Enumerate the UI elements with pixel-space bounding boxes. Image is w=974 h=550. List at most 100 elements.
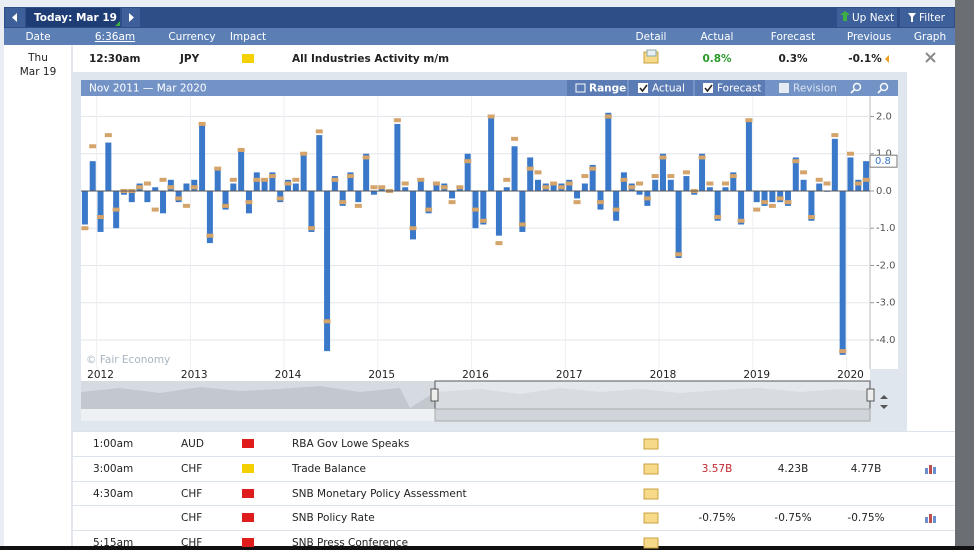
bar [488,116,495,191]
today-button[interactable] [26,8,120,27]
bar [613,190,620,221]
bar [847,157,854,191]
impact-icon [242,464,254,473]
forecast-mark [651,174,659,179]
bar [324,190,331,352]
graph-icon[interactable] [925,465,936,474]
graph-icon-bar [933,516,936,523]
bar [784,190,791,206]
bar [449,190,456,199]
forecast-mark [636,181,644,186]
forecast-mark [550,181,558,186]
column-header: Detail [636,31,667,43]
forecast-mark [534,170,542,175]
graph-icon[interactable] [925,514,936,523]
filter-button[interactable] [900,8,954,27]
forecast-mark [276,196,284,201]
bar [714,190,721,221]
forecast-mark [143,181,151,186]
detail-icon[interactable] [643,49,659,64]
forecast-mark [81,226,89,231]
graph-icon-bar [929,514,932,523]
y-tick-label: 0.0 [876,186,892,197]
prev-arrow [12,13,17,22]
forecast-mark [511,136,519,141]
bar [792,157,799,191]
bar [706,187,713,191]
y-tick-label: -3.0 [876,298,896,309]
bar [97,190,104,232]
folder [643,488,659,500]
zoom-in[interactable] [850,82,862,94]
forecast-mark [862,177,870,182]
scrollbar-thumb[interactable] [434,408,871,422]
bar [730,172,737,191]
bar [292,183,299,191]
forecast-mark [307,226,315,231]
bar [808,190,815,221]
calendar-icon [575,83,586,93]
bar [636,190,643,195]
event-name[interactable]: SNB Policy Rate [292,512,375,524]
detail-icon[interactable] [643,463,659,475]
zoom-out[interactable] [877,82,889,94]
y-tick-label: -4.0 [876,335,896,346]
forecast-mark [89,144,97,149]
actual-value: 3.57B [702,463,733,475]
forecast-mark [620,177,628,182]
bar [308,190,315,232]
resize-arrows[interactable] [880,395,888,409]
event-name[interactable]: Trade Balance [291,463,366,475]
bar [316,135,323,191]
forecast-mark [167,185,175,190]
up-next-button[interactable] [837,8,897,27]
bar [269,172,276,191]
current-value-label: 0.8 [875,156,891,167]
close-graph[interactable] [925,52,936,63]
column-header: Graph [914,31,946,43]
revision-label: Revision [793,83,837,95]
detail-icon[interactable] [643,512,659,524]
navigator-window[interactable] [434,380,871,410]
folder [643,537,659,549]
bar [214,168,221,191]
event-name[interactable]: SNB Monetary Policy Assessment [292,488,467,500]
navigator-handle[interactable] [866,388,875,402]
forecast-mark [815,177,823,182]
bar [394,123,401,191]
checkbox[interactable] [638,83,648,93]
detail-icon[interactable] [643,438,659,450]
previous-value: -0.75% [847,512,884,524]
checkbox[interactable] [779,83,789,93]
forecast-mark [425,207,433,212]
bar [230,183,237,191]
forecast-mark [222,203,230,208]
navigator-area [81,386,870,409]
forecast-mark [675,252,683,257]
check [704,84,713,93]
x-tick-label: 2012 [87,369,114,381]
next-arrow [129,13,134,22]
event-name[interactable]: SNB Press Conference [292,537,408,549]
navigator-handle[interactable] [430,388,439,402]
forecast-mark [776,196,784,201]
forecast-mark [604,114,612,119]
event-name[interactable]: RBA Gov Lowe Speaks [292,438,409,450]
bar [425,190,432,214]
forecast-value: -0.75% [774,512,811,524]
forecast-mark [362,155,370,160]
bar [761,190,768,206]
detail-icon[interactable] [643,488,659,500]
checkbox[interactable] [703,83,713,93]
bar [464,153,471,191]
event-name[interactable]: All Industries Activity m/m [292,53,449,65]
bar [152,187,159,191]
forecast-mark [229,177,237,182]
forecast-mark [190,185,198,190]
graph-icon-bar [925,468,928,474]
detail-icon[interactable] [643,537,659,549]
forecast-mark [151,207,159,212]
today-corner [115,21,120,26]
forecast-mark [706,181,714,186]
forecast-mark [347,174,355,179]
